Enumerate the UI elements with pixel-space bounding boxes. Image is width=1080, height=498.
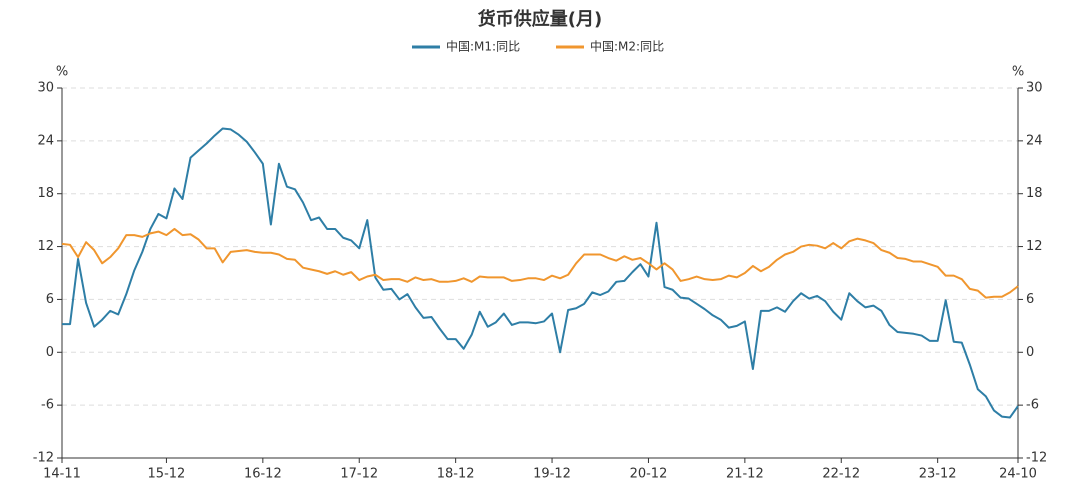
y-tick-label: 18	[37, 186, 54, 201]
x-tick-label: 22-12	[822, 467, 860, 482]
y-unit: %	[56, 65, 68, 80]
y-tick-label: 12	[37, 239, 54, 254]
series-line	[62, 127, 1019, 419]
y2-tick-label: 12	[1026, 239, 1043, 254]
legend-label: 中国:M2:同比	[590, 39, 664, 54]
x-tick-label: 20-12	[630, 467, 668, 482]
y2-tick-label: -12	[1026, 451, 1047, 466]
y2-tick-label: 18	[1026, 186, 1043, 201]
y-tick-label: 0	[46, 345, 54, 360]
y2-tick-label: 30	[1026, 81, 1043, 96]
x-tick-label: 14-11	[43, 467, 81, 482]
y2-tick-label: 6	[1026, 292, 1034, 307]
y2-tick-label: 0	[1026, 345, 1034, 360]
x-tick-label: 19-12	[533, 467, 571, 482]
x-tick-label: 18-12	[437, 467, 475, 482]
x-tick-label: 24-10	[999, 467, 1037, 482]
x-tick-label: 16-12	[244, 467, 282, 482]
x-tick-label: 23-12	[919, 467, 957, 482]
y-tick-label: -6	[41, 398, 54, 413]
y2-tick-label: 24	[1026, 133, 1043, 148]
y-tick-label: 24	[37, 133, 54, 148]
y-tick-label: 6	[46, 292, 54, 307]
y-tick-label: -12	[33, 451, 54, 466]
x-tick-label: 15-12	[148, 467, 186, 482]
legend-label: 中国:M1:同比	[446, 39, 520, 54]
x-tick-label: 17-12	[340, 467, 378, 482]
y2-unit: %	[1012, 65, 1024, 80]
y2-tick-label: -6	[1026, 398, 1039, 413]
y-tick-label: 30	[37, 81, 54, 96]
series-line	[61, 227, 1019, 299]
x-tick-label: 21-12	[726, 467, 764, 482]
chart-title: 货币供应量(月)	[478, 8, 602, 30]
